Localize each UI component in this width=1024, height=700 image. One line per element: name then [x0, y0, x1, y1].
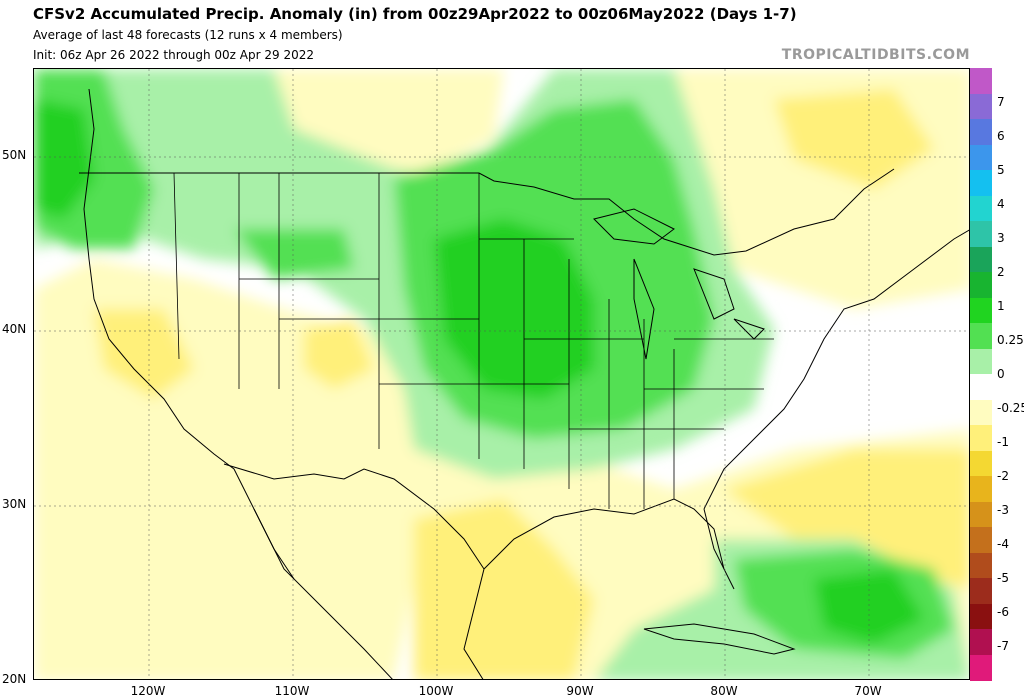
- lat-label-40n: 40N: [2, 322, 27, 336]
- map-title: CFSv2 Accumulated Precip. Anomaly (in) f…: [33, 5, 797, 23]
- mexico-coast: [253, 508, 393, 679]
- colorbar-swatch: [970, 170, 992, 196]
- colorbar-swatch: [970, 425, 992, 451]
- colorbar-swatch: [970, 272, 992, 298]
- cuba: [643, 623, 796, 655]
- colorbar-label: 2: [997, 265, 1005, 279]
- colorbar-label: 4: [997, 197, 1005, 211]
- colorbar-label: -3: [997, 503, 1009, 517]
- colorbar-swatch: [970, 476, 992, 502]
- colorbar-label: -5: [997, 571, 1009, 585]
- wet-strong-pacific-coast: [34, 99, 94, 219]
- colorbar-label: -0.25: [997, 401, 1024, 415]
- site-watermark: TROPICALTIDBITS.COM: [781, 47, 970, 63]
- map-subtitle: Average of last 48 forecasts (12 runs x …: [33, 28, 343, 42]
- lon-label-80w: 80W: [710, 684, 738, 698]
- dry-moderate-gulf: [414, 499, 594, 679]
- init-text: Init: 06z Apr 26 2022 through 00z Apr 29…: [33, 48, 314, 62]
- state-borders: [173, 172, 774, 509]
- colorbar-label: 0: [997, 367, 1005, 381]
- colorbar-swatch: [970, 552, 992, 579]
- colorbar-label: 5: [997, 163, 1005, 177]
- colorbar-swatch: [970, 297, 992, 324]
- lat-lon-grid: [34, 69, 969, 679]
- dry-moderate-atlantic: [724, 449, 969, 589]
- colorbar-swatch: [970, 399, 992, 426]
- colorbar-swatch: [970, 501, 992, 528]
- anomaly-shading: [34, 69, 969, 679]
- colorbar-swatch: [970, 450, 992, 477]
- lat-label-30n: 30N: [2, 497, 27, 511]
- lon-label-90w: 90W: [566, 684, 594, 698]
- colorbar-label: -1: [997, 435, 1009, 449]
- colorbar-swatch: [970, 221, 992, 247]
- colorbar-label: 3: [997, 231, 1005, 245]
- dry-moderate-four-corners: [304, 319, 374, 389]
- gulf-coast: [483, 498, 735, 590]
- colorbar-swatch: [970, 629, 992, 655]
- colorbar-swatch: [970, 654, 992, 681]
- mexico-gulf-coast: [463, 568, 485, 679]
- colorbar-swatch: [970, 119, 992, 145]
- colorbar-label: 0.25: [997, 333, 1024, 347]
- colorbar-label: 1: [997, 299, 1005, 313]
- colorbar-swatch: [970, 144, 992, 171]
- lon-label-100w: 100W: [418, 684, 454, 698]
- dry-moderate-california: [94, 309, 194, 399]
- colorbar-label: -4: [997, 537, 1009, 551]
- lon-label-110w: 110W: [274, 684, 310, 698]
- colorbar-swatch: [970, 323, 992, 349]
- colorbar-swatch: [970, 195, 992, 222]
- great-lakes: [593, 208, 765, 360]
- lon-label-120w: 120W: [130, 684, 166, 698]
- colorbar-swatch: [970, 578, 992, 604]
- colorbar-swatch: [970, 246, 992, 273]
- west-coast: [83, 88, 295, 580]
- wet-strong-atlantic-south: [814, 569, 924, 644]
- colorbar-swatch: [970, 527, 992, 553]
- colorbar-swatch: [970, 603, 992, 630]
- wet-strong-central: [434, 219, 594, 399]
- lat-label-50n: 50N: [2, 148, 27, 162]
- lon-label-70w: 70W: [854, 684, 882, 698]
- colorbar-label: -2: [997, 469, 1009, 483]
- colorbar-label: 6: [997, 129, 1005, 143]
- colorbar-label: -6: [997, 605, 1009, 619]
- precip-anomaly-map: [33, 68, 970, 680]
- colorbar-label: -7: [997, 639, 1009, 653]
- colorbar-label: 7: [997, 95, 1005, 109]
- colorbar-swatch: [970, 93, 992, 120]
- colorbar-swatch: [970, 348, 992, 375]
- boundaries: [79, 88, 969, 679]
- east-coast: [703, 229, 969, 510]
- us-canada-border: [79, 168, 895, 256]
- map-canvas: [34, 69, 969, 679]
- colorbar-swatch: [970, 374, 992, 400]
- colorbar-swatch: [970, 68, 992, 94]
- lat-label-20n: 20N: [2, 672, 27, 686]
- colorbar: [970, 68, 992, 681]
- dry-moderate-quebec: [774, 89, 934, 189]
- us-mexico-border: [223, 463, 485, 570]
- wet-moderate-montana: [234, 229, 354, 279]
